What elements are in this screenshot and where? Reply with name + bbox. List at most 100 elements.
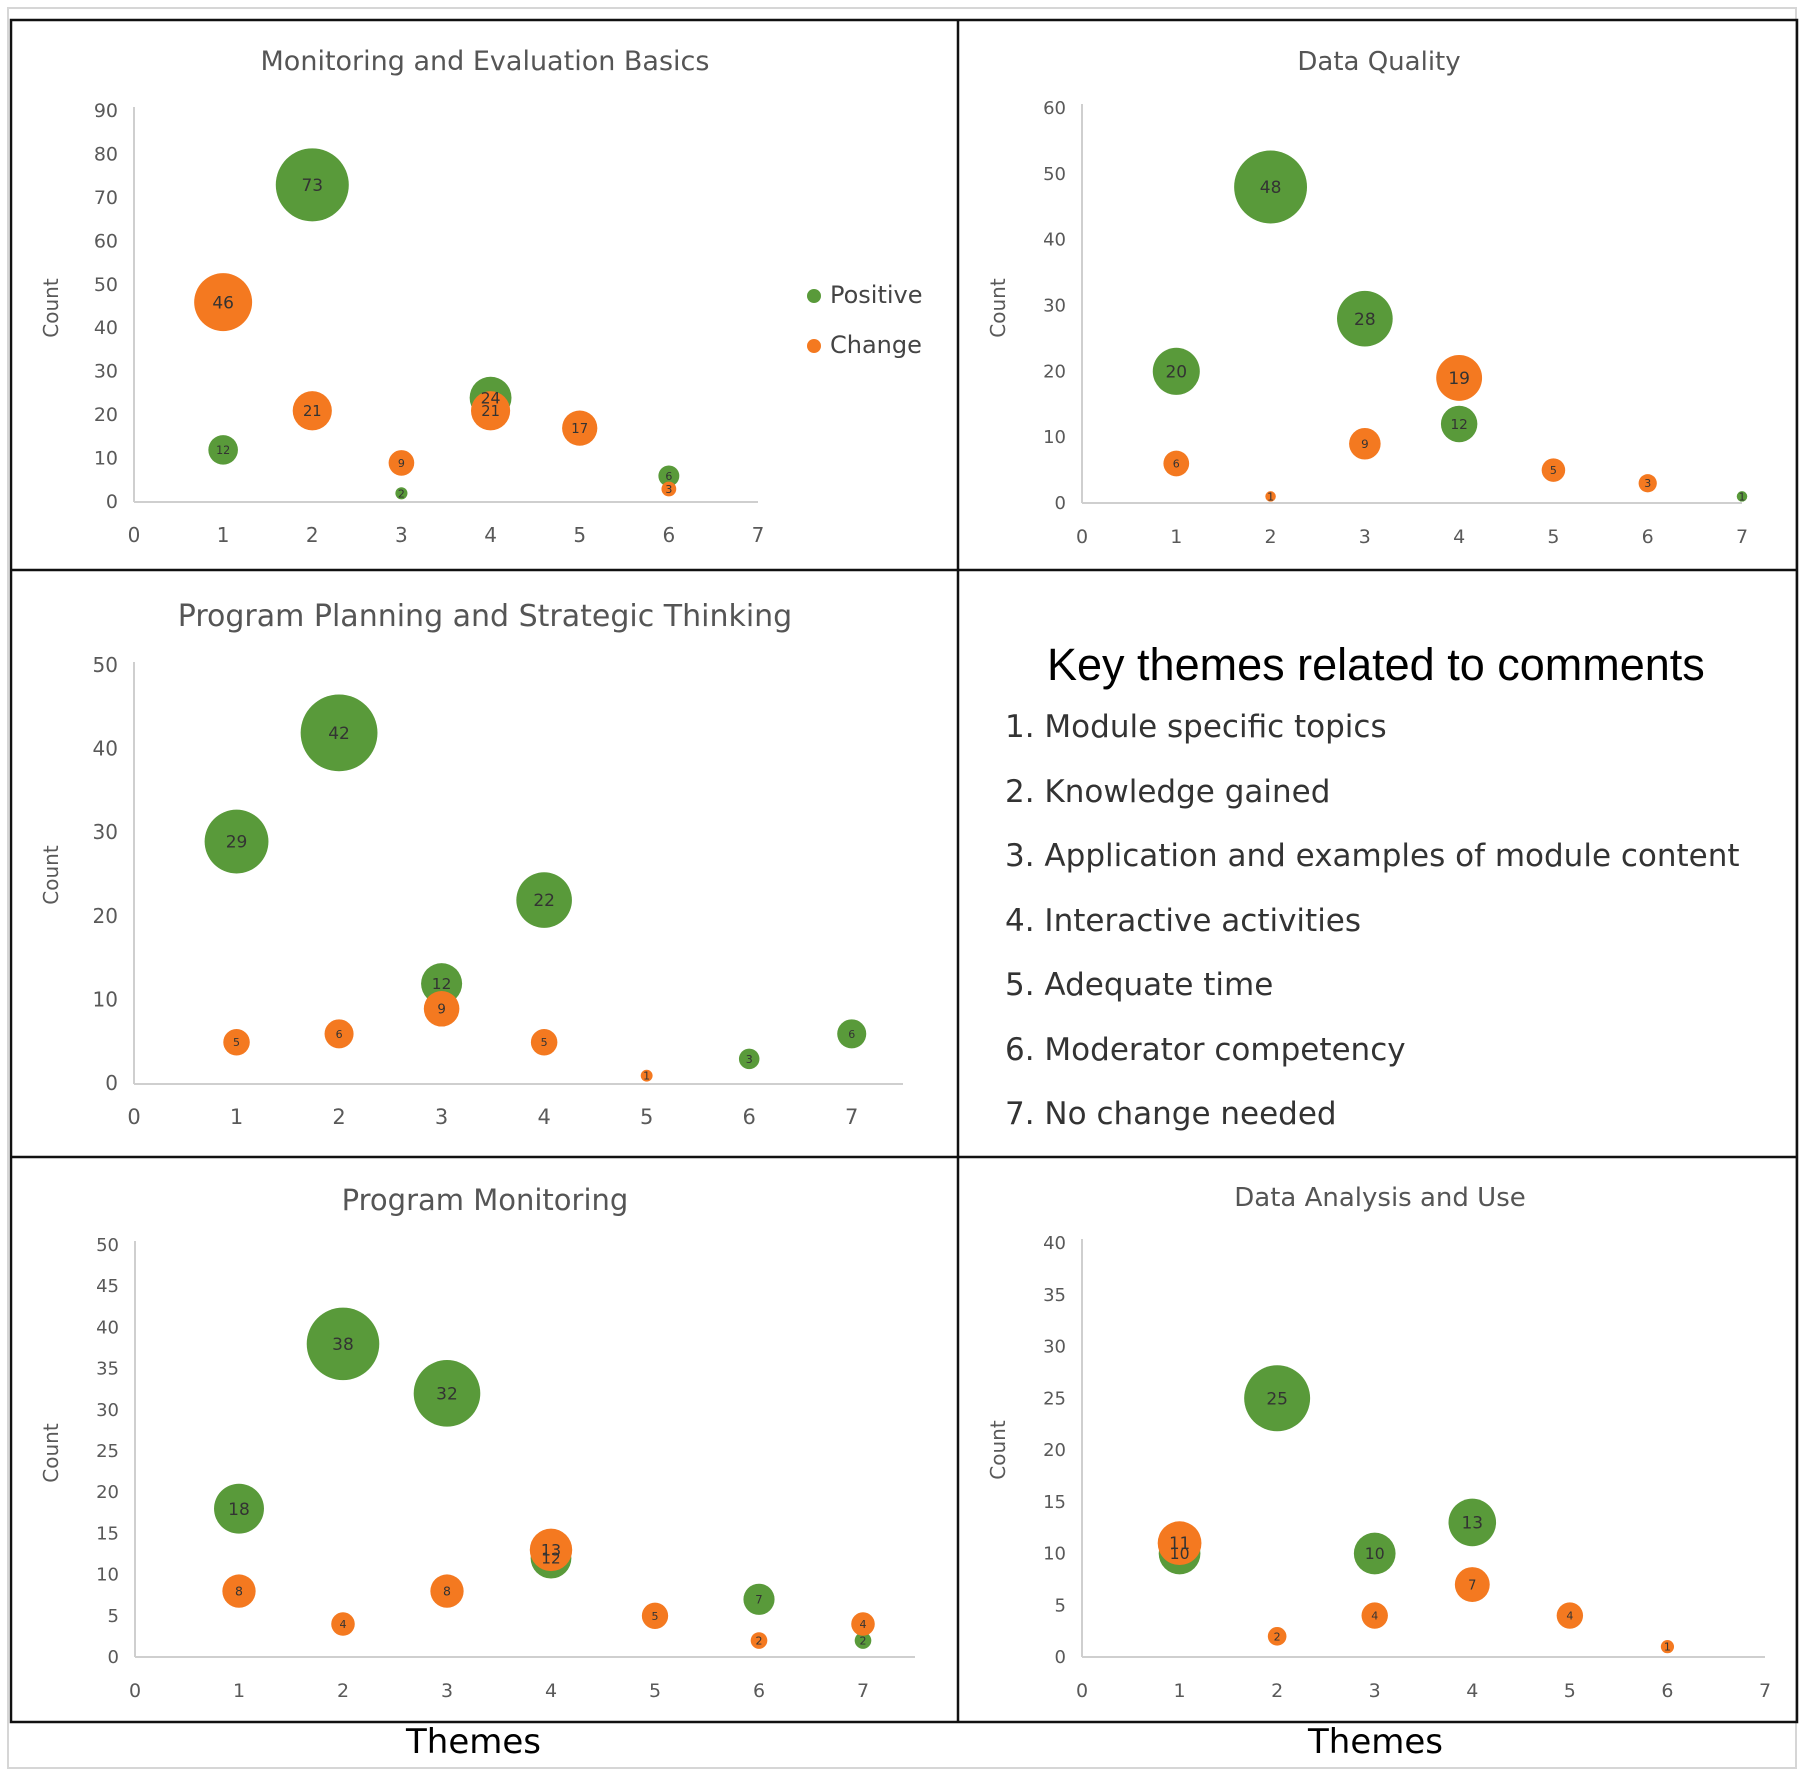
data-label: 5 <box>1550 464 1557 477</box>
themes-caption-left: Themes <box>406 1722 541 1762</box>
key-theme-item-3: 3. Application and examples of module co… <box>1005 838 1740 874</box>
data-label: 12 <box>541 1550 560 1568</box>
y-tick-label: 10 <box>1043 427 1066 448</box>
bubble-positive <box>1234 150 1308 224</box>
key-theme-item-2: 2. Knowledge gained <box>1005 773 1331 810</box>
bubble-change <box>388 450 415 476</box>
y-tick-label: 10 <box>94 448 118 470</box>
bubble-change <box>430 1574 464 1608</box>
bubble-change <box>223 1028 250 1056</box>
data-label: 19 <box>1448 369 1470 389</box>
x-tick-label: 3 <box>441 1680 453 1702</box>
x-tick-label: 1 <box>1174 1680 1186 1702</box>
data-label: 6 <box>336 1028 343 1041</box>
bubble-positive <box>306 1307 380 1381</box>
y-axis-label: Count <box>39 1423 63 1483</box>
y-tick-label: 0 <box>1055 493 1066 514</box>
data-label: 42 <box>328 724 350 744</box>
bubble-positive <box>1440 405 1478 443</box>
x-tick-label: 1 <box>233 1680 245 1702</box>
x-tick-label: 0 <box>128 523 141 547</box>
data-label: 48 <box>1260 178 1282 198</box>
bubble-change <box>324 1019 354 1049</box>
grid-outer-border <box>9 18 1799 1724</box>
x-tick-label: 4 <box>1466 1680 1478 1702</box>
data-label: 4 <box>1371 1610 1378 1623</box>
chart-panel-me-basics: Monitoring and Evaluation Basics Count 0 10… <box>14 23 956 568</box>
x-tick-label: 6 <box>1661 1680 1673 1702</box>
y-tick-label: 45 <box>96 1276 119 1297</box>
x-tick-label: 0 <box>1076 1680 1088 1702</box>
x-tick-label: 1 <box>1170 526 1182 548</box>
x-tick-label: 6 <box>662 523 675 547</box>
chart-title: Monitoring and Evaluation Basics <box>261 46 710 77</box>
bubble-change <box>222 1574 256 1608</box>
data-label: 13 <box>541 1541 561 1560</box>
data-label: 25 <box>1266 1389 1288 1409</box>
data-label: 2 <box>398 487 405 500</box>
bubble-change <box>529 1528 573 1572</box>
data-label: 1 <box>1267 490 1274 503</box>
data-label: 2 <box>756 1634 763 1647</box>
y-tick-label: 90 <box>94 100 118 122</box>
y-tick-label: 0 <box>105 1071 118 1095</box>
key-theme-item-1: 1. Module specific topics <box>1005 709 1387 745</box>
x-tick-label: 4 <box>537 1105 550 1129</box>
bubble-positive <box>1152 347 1200 395</box>
chart-program-monitoring: Program MonitoringCount05101520253035404… <box>39 1183 915 1702</box>
bubble-positive <box>837 1019 867 1049</box>
data-label: 4 <box>340 1618 347 1631</box>
x-tick-label: 4 <box>1453 526 1465 548</box>
data-label: 4 <box>1566 1610 1573 1623</box>
x-tick-label: 2 <box>337 1680 349 1702</box>
y-tick-label: 30 <box>1043 296 1066 317</box>
data-label: 6 <box>848 1028 855 1041</box>
data-label: 7 <box>1468 1578 1476 1593</box>
y-tick-label: 40 <box>94 317 118 339</box>
y-tick-label: 30 <box>93 820 118 844</box>
y-tick-label: 20 <box>1043 1440 1066 1461</box>
data-label: 3 <box>746 1053 753 1066</box>
y-tick-label: 40 <box>1043 1233 1066 1254</box>
y-tick-label: 50 <box>96 1235 119 1256</box>
data-label: 46 <box>212 293 234 313</box>
y-tick-label: 20 <box>94 404 118 426</box>
bubble-change <box>423 990 460 1027</box>
bubble-change <box>851 1612 875 1636</box>
bubble-change <box>1157 1521 1202 1566</box>
key-theme-item-4: 4. Interactive activities <box>1005 902 1362 939</box>
x-tick-label: 7 <box>857 1680 869 1702</box>
data-label: 1 <box>1664 1641 1671 1654</box>
data-label: 2 <box>1274 1630 1281 1643</box>
bubble-positive <box>421 963 463 1005</box>
y-tick-label: 5 <box>108 1606 119 1627</box>
y-tick-label: 40 <box>93 737 118 761</box>
bubble-positive <box>738 1048 760 1070</box>
x-tick-label: 2 <box>306 523 319 547</box>
y-tick-label: 5 <box>1055 1595 1066 1616</box>
x-tick-label: 2 <box>1271 1680 1283 1702</box>
bubble-change <box>1265 491 1276 502</box>
y-tick-label: 30 <box>94 361 118 383</box>
y-tick-label: 10 <box>96 1565 119 1586</box>
bubble-change <box>1267 1626 1287 1646</box>
y-axis-label: Count <box>39 845 63 905</box>
data-label: 1 <box>1739 490 1746 503</box>
y-tick-label: 10 <box>93 987 118 1011</box>
x-tick-label: 3 <box>1369 1680 1381 1702</box>
x-tick-label: 0 <box>1076 526 1088 548</box>
bubble-change <box>292 391 332 431</box>
key-theme-item-6: 6. Moderator competency <box>1005 1031 1406 1068</box>
bubble-change <box>1541 458 1566 482</box>
bubble-positive <box>1337 290 1393 347</box>
themes-caption-right: Themes <box>1308 1722 1443 1762</box>
legend-positive-label: Positive <box>830 281 923 309</box>
data-label: 8 <box>235 1584 243 1599</box>
data-label: 22 <box>533 891 555 911</box>
bubble-change <box>661 481 677 497</box>
x-tick-label: 0 <box>127 1105 140 1129</box>
x-tick-label: 7 <box>845 1105 858 1129</box>
